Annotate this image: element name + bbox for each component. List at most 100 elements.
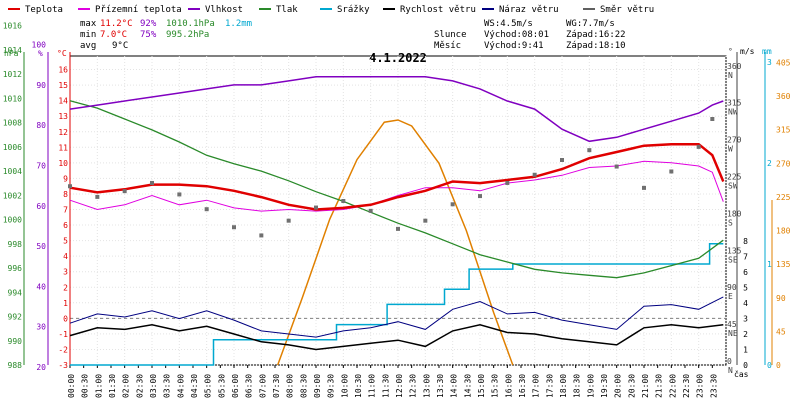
stat-max-hum: 92% — [140, 19, 157, 29]
tick-time: 11:30 — [381, 374, 390, 398]
tick-time: 14:00 — [450, 374, 459, 398]
tick-hpa: 1008 — [3, 119, 22, 128]
tick-mm: 2 — [767, 159, 772, 168]
tick-c: 1 — [63, 299, 68, 308]
tick-sol: 405 — [776, 58, 791, 67]
legend-label: Vlhkost — [205, 5, 243, 15]
tick-time: 05:00 — [204, 374, 213, 398]
tick-ms: 2 — [743, 330, 748, 339]
tick-pct: 90 — [36, 81, 46, 90]
tick-c: 15 — [58, 81, 68, 90]
wind-dir-point — [560, 158, 564, 162]
tick-c: -3 — [58, 361, 68, 370]
tick-time: 13:00 — [422, 374, 431, 398]
tick-deg: 225 — [727, 173, 742, 182]
legend: Teplota Přízemní teplota Vlhkost Tlak Srážky… — [8, 5, 654, 15]
tick-deg-label: SW — [728, 182, 738, 191]
tick-deg-label: NW — [728, 108, 738, 117]
tick-c: 9 — [63, 174, 68, 183]
tick-ms: 0 — [743, 361, 748, 370]
tick-c: 6 — [63, 221, 68, 230]
wind-dir-point — [150, 180, 154, 185]
tick-time: 08:00 — [286, 374, 295, 398]
stat-max-press: 1010.1hPa — [166, 19, 215, 29]
tick-pct: 70 — [36, 162, 46, 171]
stat-sun-label: Slunce — [434, 30, 467, 40]
tick-sol: 135 — [776, 260, 791, 269]
tick-time: 12:00 — [395, 374, 404, 398]
tick-ms: 3 — [743, 315, 748, 324]
series-ground-temp — [69, 160, 724, 212]
time-axis-label: čas — [734, 369, 749, 379]
tick-ms: 4 — [743, 299, 748, 308]
wind-dir-point — [368, 208, 373, 213]
wind-dir-point — [505, 180, 510, 185]
tick-sol: 45 — [776, 327, 786, 336]
tick-pct: 80 — [36, 121, 46, 130]
tick-sol: 225 — [776, 193, 791, 202]
tick-time: 02:30 — [135, 374, 144, 398]
axis-hpa-unit: hPa — [4, 49, 19, 58]
stat-moon-rise: Východ:9:41 — [484, 41, 544, 51]
tick-hpa: 998 — [8, 240, 23, 249]
tick-ms: 5 — [743, 284, 748, 293]
tick-deg-label: E — [728, 292, 733, 301]
tick-deg: 45 — [727, 320, 737, 329]
wind-dir-point — [669, 169, 674, 174]
stat-min-hum: 75% — [140, 30, 157, 40]
wind-dir-point — [314, 205, 318, 210]
tick-time: 08:30 — [299, 374, 308, 398]
legend-label: Přízemní teplota — [95, 5, 182, 15]
tick-c: 8 — [63, 190, 68, 199]
tick-deg: 90 — [727, 283, 737, 292]
tick-time: 19:30 — [600, 374, 609, 398]
tick-mm: 1 — [767, 260, 772, 269]
tick-hpa: 1010 — [3, 94, 22, 103]
wind-dir-point — [396, 226, 400, 231]
wind-dir-point — [341, 199, 346, 203]
tick-time: 04:00 — [176, 374, 185, 398]
tick-ms: 6 — [743, 268, 748, 277]
axes: hPa% °C9889909929949969981000100210041006… — [3, 22, 791, 398]
tick-time: 02:00 — [122, 374, 131, 398]
tick-deg: 360 — [727, 62, 742, 71]
tick-time: 22:00 — [668, 374, 677, 398]
tick-time: 07:30 — [272, 374, 281, 398]
stat-ws: WS:4.5m/s — [484, 19, 533, 29]
series-wind-gust — [69, 296, 724, 338]
legend-label: Tlak — [276, 5, 298, 15]
tick-c: 7 — [63, 206, 68, 215]
tick-c: 11 — [58, 143, 68, 152]
tick-time: 04:30 — [190, 374, 199, 398]
wind-dir-point — [259, 233, 264, 238]
stat-moon-label: Měsíc — [434, 41, 461, 51]
tick-time: 11:00 — [368, 374, 377, 398]
wind-dir-point — [642, 185, 646, 190]
tick-time: 03:00 — [149, 374, 158, 398]
axis-c-unit: °C — [57, 49, 67, 58]
stats-block: max 11.2°C 92% 1010.1hPa 1.2mm min 7.0°C… — [80, 19, 626, 51]
legend-label: Rychlost větru — [400, 5, 476, 15]
tick-deg-label: N — [728, 366, 733, 375]
tick-time: 03:30 — [163, 374, 172, 398]
tick-pct: 20 — [36, 363, 46, 372]
tick-time: 16:30 — [518, 374, 527, 398]
tick-time: 17:30 — [545, 374, 554, 398]
series-temp — [69, 142, 725, 211]
tick-hpa: 1006 — [3, 143, 22, 152]
legend-label: Teplota — [25, 5, 63, 15]
tick-c: 12 — [58, 128, 68, 137]
series-humidity — [69, 76, 724, 143]
wind-dir-point — [587, 148, 592, 153]
tick-pct: 100 — [32, 41, 47, 50]
tick-pct: 30 — [36, 323, 46, 332]
legend-label: Srážky — [337, 5, 370, 15]
tick-c: 10 — [58, 159, 68, 168]
wind-dir-point — [450, 202, 455, 207]
tick-deg-label: S — [728, 218, 733, 227]
tick-ms: 7 — [743, 253, 748, 262]
wind-dir-point — [696, 144, 701, 149]
tick-c: -2 — [58, 345, 68, 354]
